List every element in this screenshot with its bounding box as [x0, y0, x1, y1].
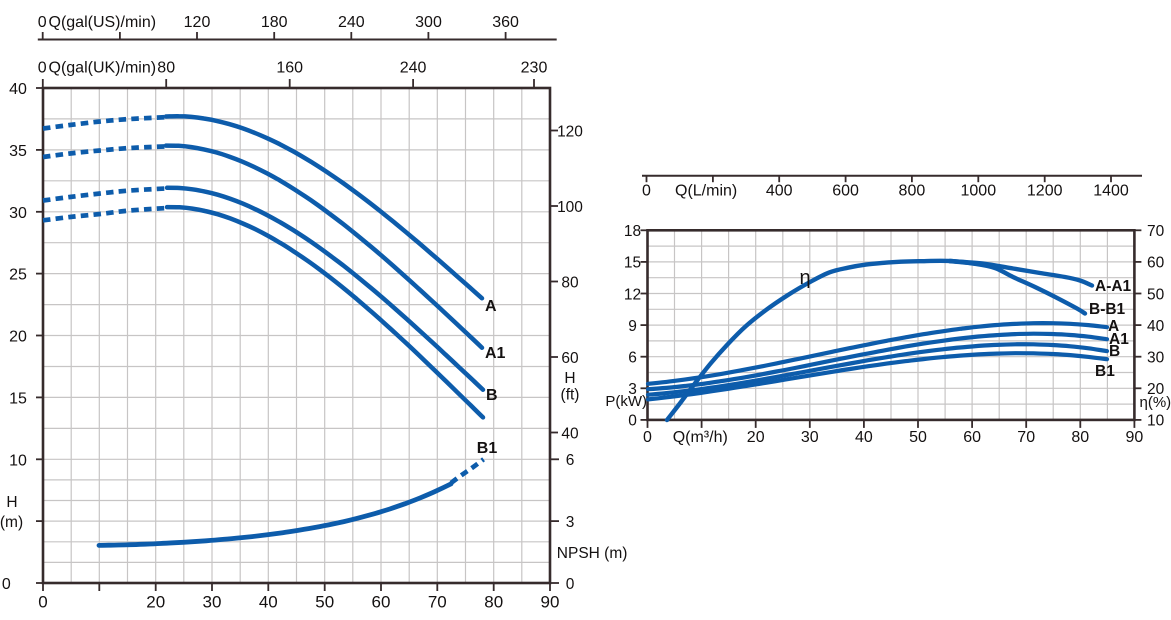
svg-text:30: 30: [9, 205, 27, 222]
svg-text:60: 60: [1147, 255, 1165, 272]
svg-text:10: 10: [9, 452, 27, 469]
svg-text:18: 18: [624, 223, 641, 240]
svg-text:60: 60: [963, 429, 981, 446]
svg-text:0: 0: [628, 413, 637, 430]
svg-text:80: 80: [157, 60, 175, 77]
svg-text:H: H: [564, 370, 575, 387]
svg-text:160: 160: [276, 60, 303, 77]
svg-text:80: 80: [1071, 429, 1089, 446]
svg-text:1000: 1000: [961, 183, 997, 200]
svg-text:50: 50: [315, 592, 334, 611]
svg-text:Q(gal(UK)/min): Q(gal(UK)/min): [49, 60, 157, 77]
svg-text:70: 70: [1147, 223, 1165, 240]
svg-text:6: 6: [566, 452, 575, 469]
svg-text:B-B1: B-B1: [1089, 301, 1126, 318]
svg-text:50: 50: [909, 429, 927, 446]
svg-text:60: 60: [372, 592, 391, 611]
svg-text:90: 90: [541, 592, 560, 611]
svg-text:80: 80: [484, 592, 503, 611]
svg-text:20: 20: [1147, 381, 1165, 398]
svg-text:0: 0: [566, 576, 575, 593]
svg-text:0: 0: [38, 592, 47, 611]
svg-text:70: 70: [1017, 429, 1035, 446]
svg-text:3: 3: [566, 514, 575, 531]
svg-text:η: η: [800, 267, 811, 289]
svg-text:B: B: [1109, 343, 1120, 360]
svg-text:0: 0: [38, 14, 47, 31]
svg-text:180: 180: [261, 14, 288, 31]
svg-text:70: 70: [428, 592, 447, 611]
svg-text:100: 100: [557, 199, 583, 216]
svg-text:15: 15: [9, 390, 27, 407]
svg-text:NPSH (m): NPSH (m): [557, 545, 628, 562]
svg-text:1200: 1200: [1027, 183, 1063, 200]
svg-text:(ft): (ft): [561, 387, 580, 404]
svg-text:30: 30: [203, 592, 222, 611]
svg-text:3: 3: [628, 381, 637, 398]
svg-text:H: H: [6, 494, 17, 511]
svg-text:1400: 1400: [1093, 183, 1129, 200]
svg-text:360: 360: [492, 14, 519, 31]
svg-text:0: 0: [643, 429, 652, 446]
svg-text:240: 240: [338, 14, 365, 31]
svg-text:A-A1: A-A1: [1095, 278, 1132, 295]
svg-text:240: 240: [400, 60, 427, 77]
svg-text:B1: B1: [477, 440, 498, 457]
svg-text:40: 40: [9, 81, 27, 98]
svg-text:0: 0: [2, 576, 11, 593]
svg-text:12: 12: [624, 286, 641, 303]
svg-text:A: A: [485, 298, 497, 315]
svg-text:50: 50: [1147, 286, 1165, 303]
svg-text:40: 40: [855, 429, 873, 446]
svg-text:30: 30: [801, 429, 819, 446]
svg-text:80: 80: [561, 274, 579, 291]
svg-text:20: 20: [146, 592, 165, 611]
svg-text:A: A: [1108, 318, 1119, 335]
svg-text:90: 90: [1126, 429, 1144, 446]
svg-text:10: 10: [1147, 413, 1165, 430]
svg-text:25: 25: [9, 267, 27, 284]
svg-text:40: 40: [1147, 318, 1165, 335]
svg-text:400: 400: [766, 183, 793, 200]
svg-text:0: 0: [642, 183, 651, 200]
svg-text:A1: A1: [485, 345, 506, 362]
svg-text:15: 15: [624, 255, 641, 272]
svg-text:6: 6: [628, 350, 637, 367]
svg-text:P(kW): P(kW): [605, 393, 647, 410]
svg-text:(m): (m): [0, 514, 23, 531]
svg-text:230: 230: [521, 60, 548, 77]
svg-text:40: 40: [259, 592, 278, 611]
svg-text:120: 120: [557, 123, 583, 140]
svg-text:B: B: [486, 387, 498, 404]
svg-text:40: 40: [561, 425, 579, 442]
svg-text:120: 120: [184, 14, 211, 31]
svg-text:B1: B1: [1095, 363, 1115, 380]
svg-text:η(%): η(%): [1140, 394, 1171, 411]
svg-text:20: 20: [747, 429, 765, 446]
svg-text:60: 60: [561, 350, 579, 367]
svg-text:30: 30: [1147, 350, 1165, 367]
svg-text:20: 20: [9, 329, 27, 346]
svg-text:A1: A1: [1109, 331, 1129, 348]
svg-text:600: 600: [832, 183, 859, 200]
svg-text:35: 35: [9, 143, 27, 160]
svg-text:Q(m³/h): Q(m³/h): [673, 429, 728, 446]
svg-text:Q(gal(US)/min): Q(gal(US)/min): [49, 14, 157, 31]
svg-text:0: 0: [38, 60, 47, 77]
svg-text:300: 300: [415, 14, 442, 31]
svg-text:Q(L/min): Q(L/min): [675, 183, 737, 200]
svg-text:9: 9: [628, 318, 637, 335]
svg-text:800: 800: [899, 183, 926, 200]
